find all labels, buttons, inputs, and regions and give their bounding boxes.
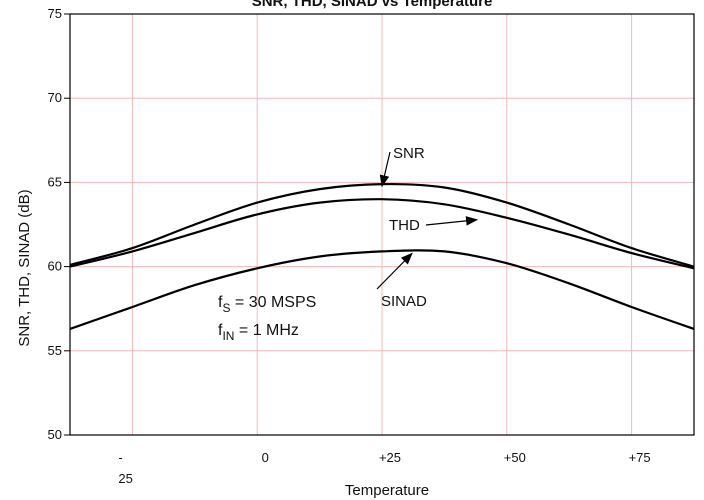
chart-title: SNR, THD, SINAD vs Temperature: [252, 0, 493, 10]
y-tick-label: 65: [48, 174, 62, 189]
y-tick-label: 55: [48, 343, 62, 358]
y-axis-title: SNR, THD, SINAD (dB): [16, 189, 33, 346]
plot-frame: [69, 13, 695, 436]
x-tick-label: +50: [504, 450, 526, 465]
test-conditions: fS = 30 MSPS fIN = 1 MHz: [218, 294, 316, 343]
series-label-snr: SNR: [393, 145, 425, 162]
grid: [70, 14, 694, 435]
y-tick-label: 75: [48, 6, 62, 21]
y-tick-label: 60: [48, 259, 62, 274]
series-line-sinad: [69, 249, 695, 330]
y-tick-label: 70: [48, 90, 62, 105]
x-tick-label: -25: [118, 450, 132, 486]
series-line-thd: [69, 198, 695, 270]
x-axis-ticks: -25 0 +25 +50 +75: [118, 450, 650, 486]
arrow-sinad: [376, 252, 413, 290]
arrow-snr: [379, 151, 391, 188]
condition-text: fS = 30 MSPS: [218, 294, 316, 315]
x-tick-label: +25: [379, 450, 401, 465]
condition-text: fIN = 1 MHz: [218, 322, 299, 343]
y-tick-label: 50: [48, 427, 62, 442]
x-axis-title: Temperature: [345, 482, 429, 499]
y-axis-ticks: 50 55 60 65 70 75: [48, 6, 70, 442]
series-label-thd: THD: [389, 217, 420, 234]
x-tick-label: +75: [629, 450, 651, 465]
arrow-thd: [425, 216, 479, 226]
x-tick-label: 0: [262, 450, 269, 465]
series-label-sinad: SINAD: [381, 293, 427, 310]
series-labels: SNR THD SINAD: [376, 145, 479, 310]
